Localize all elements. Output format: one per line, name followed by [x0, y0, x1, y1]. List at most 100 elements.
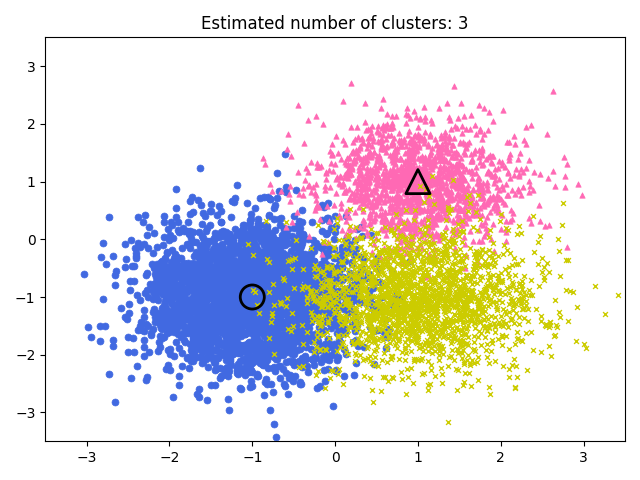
Point — [422, 307, 432, 314]
Point — [200, 255, 210, 263]
Point — [313, 305, 323, 312]
Point — [444, 138, 454, 146]
Point — [425, 327, 435, 335]
Point — [423, 216, 433, 224]
Point — [194, 330, 204, 337]
Point — [452, 292, 462, 300]
Point — [96, 253, 106, 261]
Point — [497, 341, 508, 349]
Point — [157, 284, 168, 291]
Point — [413, 143, 424, 151]
Point — [460, 300, 470, 307]
Point — [250, 262, 260, 269]
Point — [193, 264, 203, 271]
Point — [460, 197, 470, 205]
Point — [404, 177, 414, 185]
Point — [209, 306, 220, 313]
Point — [396, 136, 406, 144]
Point — [185, 326, 195, 334]
Point — [362, 263, 372, 271]
Point — [236, 319, 246, 326]
Point — [218, 311, 228, 318]
Point — [262, 356, 273, 364]
Point — [350, 324, 360, 331]
Point — [180, 315, 191, 323]
Point — [470, 248, 481, 255]
Point — [283, 322, 293, 330]
Point — [390, 272, 400, 280]
Point — [268, 233, 278, 240]
Point — [305, 309, 316, 316]
Point — [216, 342, 226, 349]
Point — [212, 295, 222, 302]
Point — [444, 288, 454, 295]
Point — [215, 297, 225, 305]
Point — [367, 263, 377, 270]
Point — [239, 316, 250, 324]
Point — [385, 323, 396, 331]
Point — [245, 325, 255, 333]
Point — [381, 216, 391, 223]
Point — [388, 141, 398, 148]
Point — [377, 140, 387, 148]
Point — [159, 301, 169, 309]
Point — [277, 276, 287, 284]
Point — [188, 323, 198, 331]
Point — [361, 298, 371, 305]
Point — [479, 324, 490, 331]
Point — [470, 163, 481, 171]
Point — [242, 273, 252, 281]
Point — [468, 259, 479, 266]
Point — [449, 331, 459, 338]
Point — [381, 258, 392, 265]
Point — [176, 283, 186, 290]
Point — [306, 317, 316, 325]
Point — [392, 166, 402, 173]
Point — [455, 182, 465, 190]
Point — [316, 322, 326, 329]
Point — [294, 361, 305, 369]
Point — [572, 337, 582, 345]
Point — [350, 282, 360, 289]
Point — [259, 322, 269, 329]
Point — [383, 244, 394, 252]
Point — [384, 325, 394, 333]
Point — [158, 289, 168, 297]
Point — [272, 243, 282, 251]
Point — [252, 316, 262, 324]
Point — [343, 265, 353, 273]
Point — [246, 266, 257, 274]
Point — [225, 355, 236, 363]
Point — [391, 296, 401, 304]
Point — [210, 271, 220, 278]
Point — [400, 343, 410, 351]
Point — [438, 168, 448, 175]
Point — [462, 339, 472, 347]
Point — [415, 115, 425, 122]
Point — [268, 280, 278, 288]
Point — [355, 271, 365, 278]
Point — [386, 267, 396, 275]
Point — [318, 238, 328, 245]
Point — [493, 277, 503, 285]
Point — [273, 302, 283, 310]
Point — [390, 149, 400, 156]
Point — [481, 322, 491, 329]
Point — [323, 302, 333, 310]
Point — [349, 372, 360, 379]
Point — [252, 313, 262, 321]
Point — [477, 211, 488, 218]
Point — [186, 328, 196, 336]
Point — [288, 334, 298, 342]
Point — [268, 252, 278, 260]
Point — [367, 314, 377, 322]
Point — [429, 176, 439, 183]
Point — [148, 250, 159, 257]
Point — [204, 304, 214, 312]
Point — [323, 275, 333, 283]
Point — [484, 280, 495, 288]
Point — [284, 336, 294, 343]
Point — [423, 381, 433, 389]
Point — [358, 185, 368, 192]
Point — [426, 366, 436, 374]
